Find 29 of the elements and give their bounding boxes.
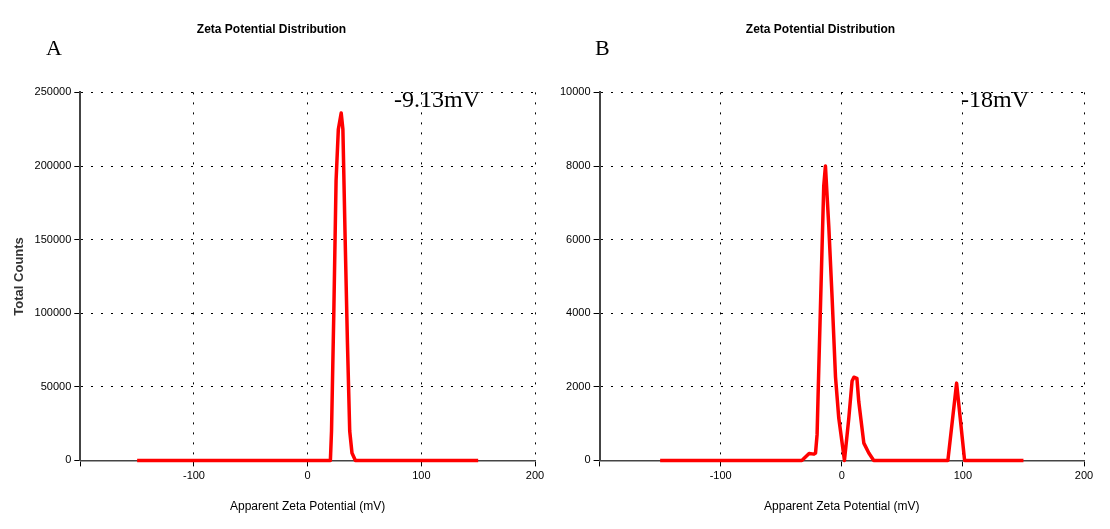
y-axis-title: Total Counts	[11, 237, 27, 316]
x-tick-label: -100	[182, 469, 205, 482]
y-tick-label: 100000	[34, 306, 72, 319]
y-tick-label: 250000	[34, 85, 72, 98]
y-tick-label: 150000	[34, 232, 72, 245]
y-tick-label: 6000	[566, 232, 591, 245]
text: A	[46, 34, 62, 60]
annotation: -9.13mV	[394, 85, 481, 112]
x-tick-label: 200	[525, 469, 545, 482]
y-tick-label: 0	[584, 453, 591, 466]
annotation: -18mV	[961, 85, 1030, 112]
y-tick-label: 0	[65, 453, 72, 466]
text: B	[595, 34, 610, 60]
x-tick-label: 0	[304, 469, 311, 482]
y-tick-label: 200000	[34, 159, 72, 172]
chart-title: Zeta Potential Distribution	[745, 21, 896, 36]
x-axis-title: Apparent Zeta Potential (mV)	[229, 499, 386, 514]
chart-title: Zeta Potential Distribution	[196, 21, 347, 36]
x-axis-title: Apparent Zeta Potential (mV)	[764, 499, 920, 514]
y-tick-label: 50000	[40, 379, 72, 392]
x-tick-label: 100	[412, 469, 431, 482]
y-tick-label: 10000	[559, 85, 591, 98]
y-tick-label: 8000	[566, 159, 591, 172]
y-tick-label: 4000	[566, 306, 591, 319]
x-tick-label: 200	[1074, 469, 1094, 482]
y-tick-label: 2000	[566, 379, 591, 392]
x-tick-label: 100	[953, 469, 973, 482]
x-tick-label: -100	[709, 469, 732, 482]
x-tick-label: 0	[838, 469, 845, 482]
